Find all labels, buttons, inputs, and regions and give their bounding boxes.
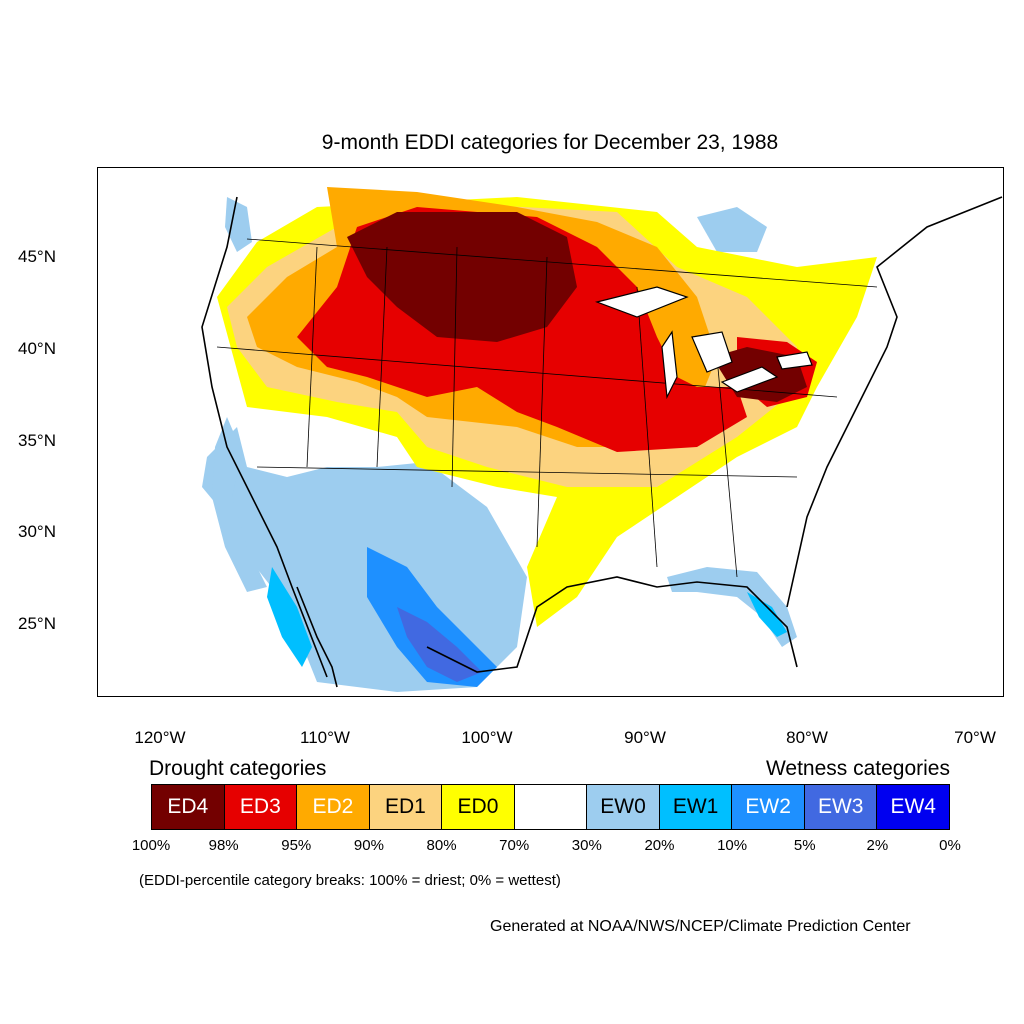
legend-cell-neutral xyxy=(514,785,588,829)
break-label: 0% xyxy=(939,837,961,854)
lon-label-80w: 80°W xyxy=(786,728,828,747)
lat-label-25: 25°N xyxy=(18,614,56,633)
break-label: 95% xyxy=(281,837,312,854)
credit-text: Generated at NOAA/NWS/NCEP/Climate Predi… xyxy=(490,918,911,935)
map-title: 9-month EDDI categories for December 23,… xyxy=(321,131,779,154)
ed4-region xyxy=(347,212,577,342)
map-border xyxy=(97,167,1004,697)
baja-wet-region xyxy=(267,567,312,667)
lat-label-30: 30°N xyxy=(18,522,56,541)
lon-label-110w: 110°W xyxy=(300,728,350,747)
break-label: 30% xyxy=(571,837,602,854)
florida-wet-core xyxy=(747,592,787,637)
great-lakes xyxy=(594,286,813,400)
breaks-note: (EDDI-percentile category breaks: 100% =… xyxy=(139,872,561,889)
break-label: 2% xyxy=(866,837,889,854)
lat-label-35: 35°N xyxy=(18,431,56,450)
break-label: 90% xyxy=(353,837,384,854)
eddi-map xyxy=(97,167,1004,697)
legend-cell-ew3: EW3 xyxy=(804,785,878,829)
lon-label-120w: 120°W xyxy=(134,728,186,747)
northeast-canada-wet xyxy=(697,207,767,252)
legend-cell-ed3: ED3 xyxy=(224,785,298,829)
legend-cell-ew0: EW0 xyxy=(587,785,660,829)
legend-cell-ew4: EW4 xyxy=(877,785,950,829)
break-label: 10% xyxy=(717,837,748,854)
lat-label-45: 45°N xyxy=(18,247,56,266)
florida-wet-region xyxy=(667,567,797,647)
legend-cell-ed2: ED2 xyxy=(297,785,370,829)
legend-cell-ed1: ED1 xyxy=(369,785,443,829)
wetness-heading: Wetness categories xyxy=(765,757,950,780)
coastlines xyxy=(201,196,1003,688)
legend-cell-ew2: EW2 xyxy=(732,785,805,829)
category-legend: ED4 ED3 ED2 ED1 ED0 EW0 EW1 EW2 EW3 EW4 xyxy=(151,784,950,830)
break-label: 70% xyxy=(499,837,530,854)
california-wet-region xyxy=(212,417,267,592)
southwest-wet-core xyxy=(367,547,497,687)
lon-label-100w: 100°W xyxy=(461,728,513,747)
break-label: 98% xyxy=(208,837,239,854)
pacific-nw-wet xyxy=(225,197,252,252)
lon-label-70w: 70°W xyxy=(954,728,996,747)
break-label: 100% xyxy=(131,837,171,854)
legend-cell-ed4: ED4 xyxy=(152,785,225,829)
break-label: 20% xyxy=(644,837,675,854)
legend-cell-ew1: EW1 xyxy=(659,785,733,829)
lon-label-90w: 90°W xyxy=(624,728,666,747)
lat-label-40: 40°N xyxy=(18,339,56,358)
wetness-regions xyxy=(202,197,797,692)
break-label: 80% xyxy=(426,837,457,854)
break-label: 5% xyxy=(793,837,816,854)
drought-heading: Drought categories xyxy=(149,757,327,780)
legend-cell-ed0: ED0 xyxy=(442,785,515,829)
